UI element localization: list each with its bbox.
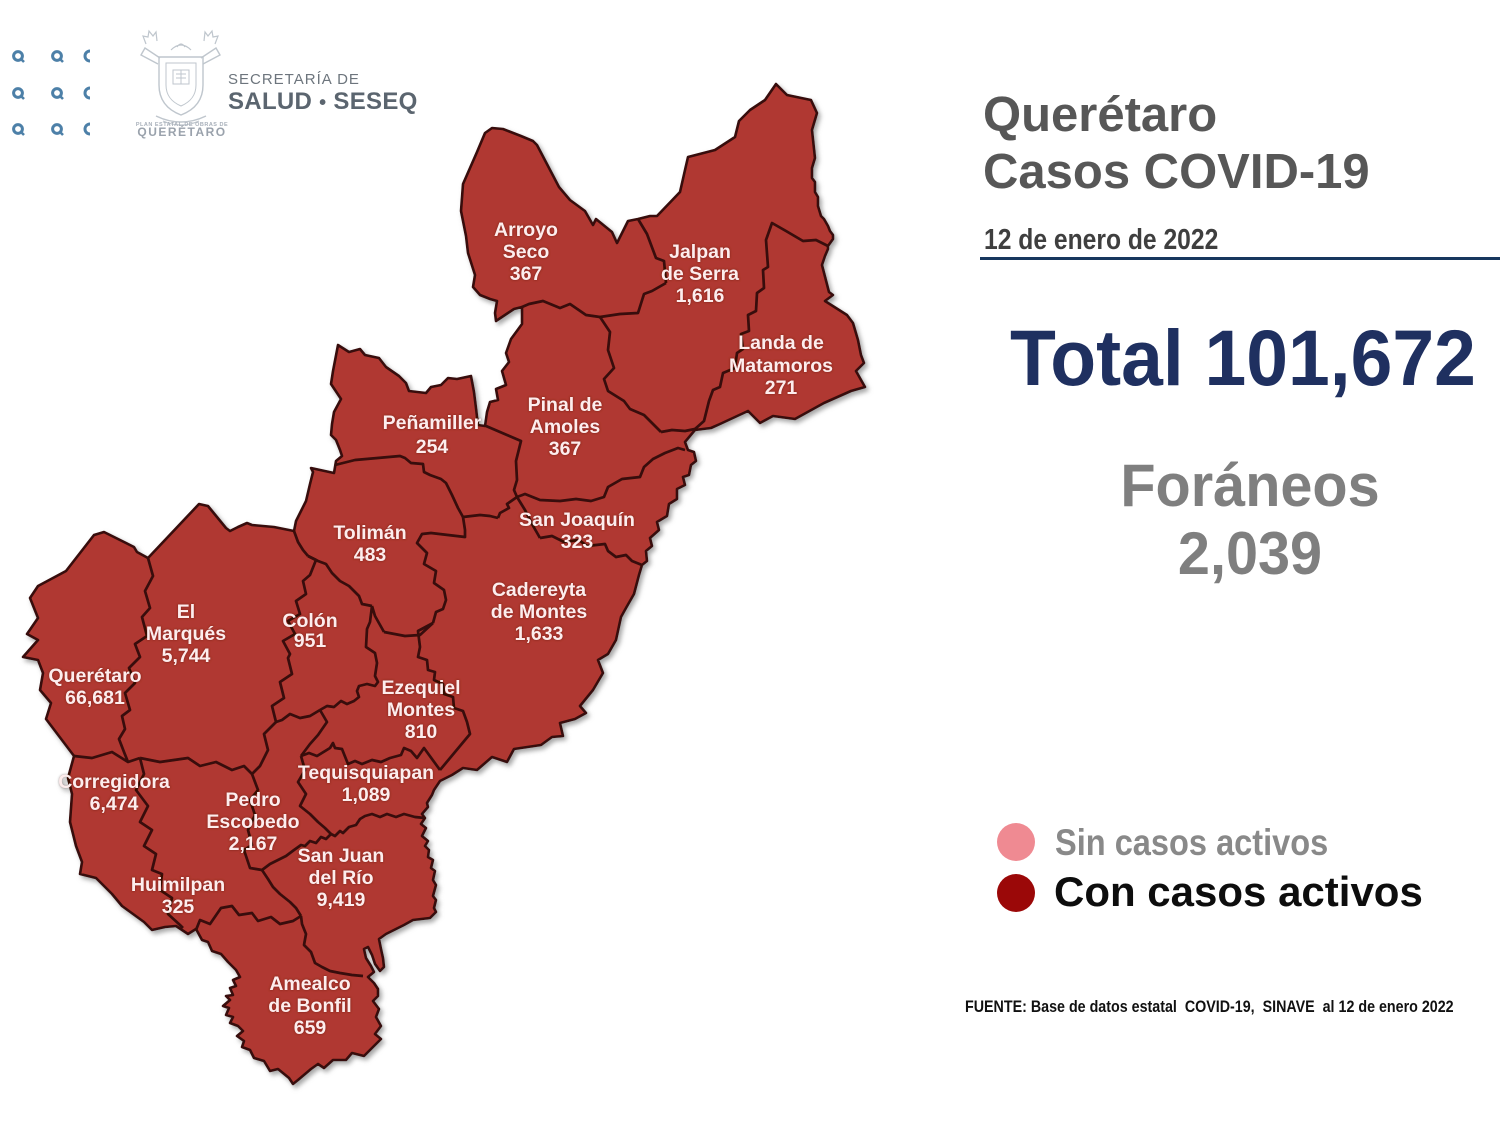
svg-text:Tequisquiapan: Tequisquiapan <box>298 762 434 784</box>
svg-text:PLAN ESTATAL DE OBRAS DE: PLAN ESTATAL DE OBRAS DE <box>136 122 228 128</box>
svg-text:6,474: 6,474 <box>90 793 139 815</box>
svg-text:5,744: 5,744 <box>162 645 211 667</box>
svg-text:Pinal de: Pinal de <box>528 394 603 416</box>
svg-text:Marqués: Marqués <box>146 623 226 645</box>
svg-text:de Bonfil: de Bonfil <box>268 995 351 1017</box>
svg-text:951: 951 <box>294 630 327 652</box>
svg-text:Ezequiel: Ezequiel <box>381 677 460 699</box>
svg-text:Jalpan: Jalpan <box>669 241 731 263</box>
svg-text:1,633: 1,633 <box>515 623 564 645</box>
svg-text:San Joaquín: San Joaquín <box>519 509 635 531</box>
svg-text:323: 323 <box>561 531 594 553</box>
svg-text:de Montes: de Montes <box>491 601 588 623</box>
svg-text:Tolimán: Tolimán <box>333 522 406 544</box>
svg-text:659: 659 <box>294 1017 327 1039</box>
svg-text:483: 483 <box>354 544 387 566</box>
svg-text:2,167: 2,167 <box>229 833 278 855</box>
svg-text:Peñamiller: Peñamiller <box>383 412 482 434</box>
svg-text:Huimilpan: Huimilpan <box>131 874 225 896</box>
svg-text:Pedro: Pedro <box>225 789 280 811</box>
svg-text:367: 367 <box>510 263 543 285</box>
svg-text:Escobedo: Escobedo <box>206 811 299 833</box>
svg-text:Landa de: Landa de <box>738 332 824 354</box>
svg-text:El: El <box>177 601 195 623</box>
svg-text:Cadereyta: Cadereyta <box>492 579 586 601</box>
svg-text:9,419: 9,419 <box>317 889 366 911</box>
svg-text:254: 254 <box>416 436 449 458</box>
svg-text:Seco: Seco <box>503 241 550 263</box>
svg-text:SALUD • SESEQ: SALUD • SESEQ <box>228 88 418 115</box>
svg-text:367: 367 <box>549 438 582 460</box>
svg-text:Colón: Colón <box>282 610 337 632</box>
svg-text:Montes: Montes <box>387 699 455 721</box>
svg-text:Amoles: Amoles <box>530 416 601 438</box>
svg-text:de Serra: de Serra <box>661 263 739 285</box>
svg-text:QUERÉTARO: QUERÉTARO <box>137 124 226 139</box>
svg-text:325: 325 <box>162 896 195 918</box>
svg-text:271: 271 <box>765 377 798 399</box>
svg-text:66,681: 66,681 <box>65 687 125 709</box>
svg-text:San Juan: San Juan <box>298 845 385 867</box>
svg-text:Matamoros: Matamoros <box>729 355 833 377</box>
svg-text:Querétaro: Querétaro <box>48 665 141 687</box>
svg-text:Amealco: Amealco <box>269 973 350 995</box>
svg-text:SECRETARÍA DE: SECRETARÍA DE <box>228 71 360 88</box>
svg-text:1,616: 1,616 <box>676 285 725 307</box>
svg-text:810: 810 <box>405 721 438 743</box>
svg-text:del Río: del Río <box>308 867 373 889</box>
svg-text:1,089: 1,089 <box>342 784 391 806</box>
svg-text:Corregidora: Corregidora <box>58 771 170 793</box>
svg-text:Arroyo: Arroyo <box>494 219 558 241</box>
